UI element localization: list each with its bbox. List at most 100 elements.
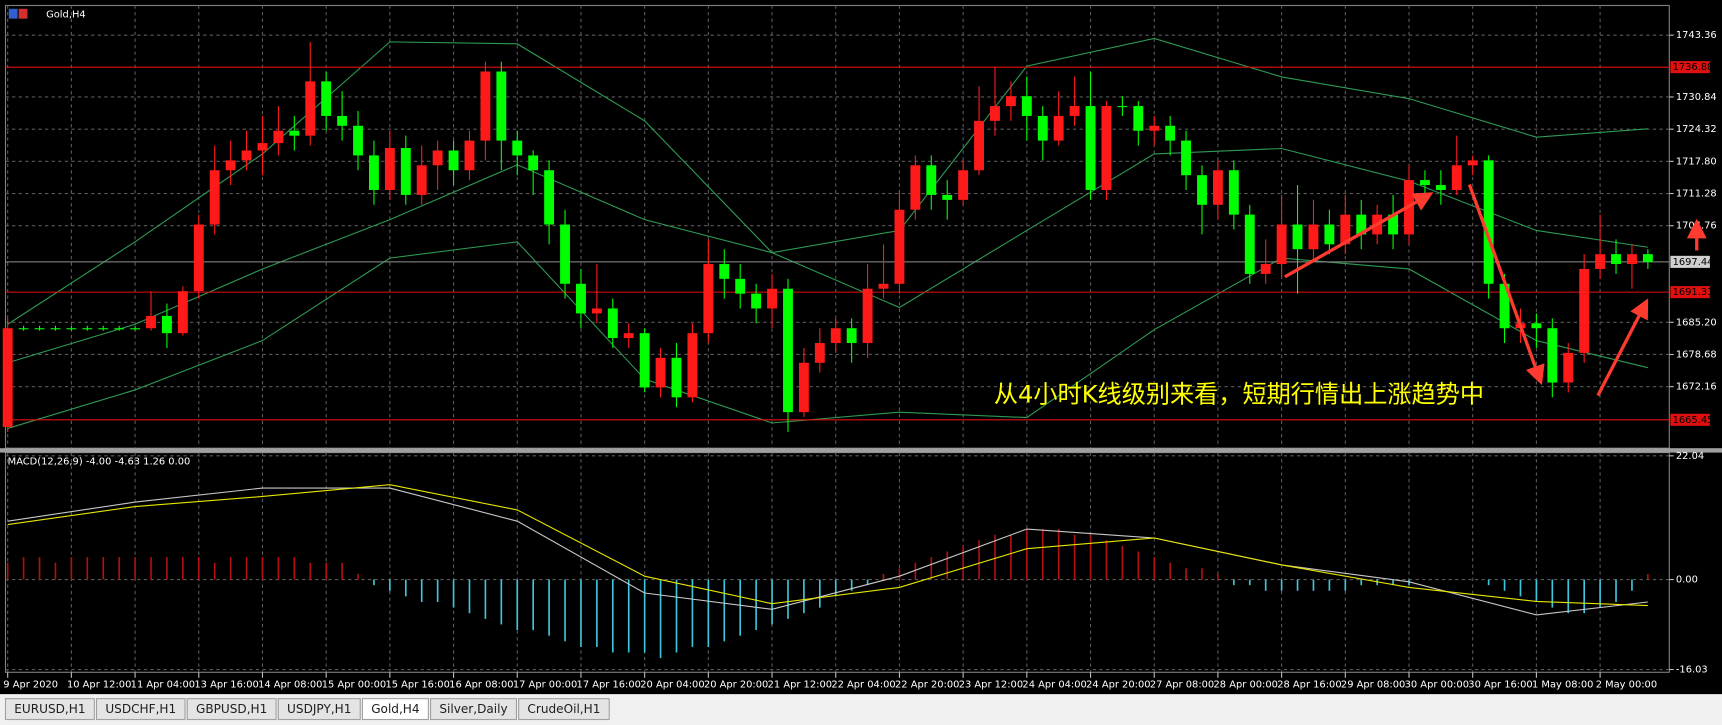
candle-body bbox=[798, 362, 809, 413]
candle-body bbox=[1356, 214, 1367, 235]
candle-body bbox=[1627, 254, 1637, 265]
candle-body bbox=[830, 328, 841, 344]
tab[interactable] bbox=[430, 698, 518, 721]
candle-body bbox=[1069, 106, 1080, 116]
candle-body bbox=[34, 328, 45, 330]
price-tag bbox=[1670, 286, 1710, 299]
level-label: 1665.45 bbox=[1673, 415, 1714, 426]
candle-body bbox=[846, 328, 857, 344]
price-tag bbox=[1670, 61, 1710, 74]
tab-label[interactable]: Silver,Daily bbox=[439, 702, 507, 716]
candle-body bbox=[544, 170, 555, 225]
candle-body bbox=[369, 155, 379, 190]
candle-body bbox=[576, 283, 586, 314]
candle-body bbox=[607, 308, 618, 339]
x-tick-label: 13 Apr 16:00 bbox=[194, 679, 258, 690]
candle-body bbox=[623, 333, 634, 339]
candle-body bbox=[942, 194, 953, 200]
candle-body bbox=[66, 328, 77, 330]
y-tick-label: 0.00 bbox=[1676, 575, 1698, 586]
candle-body bbox=[751, 293, 762, 309]
candle-body bbox=[400, 148, 411, 195]
candle-body bbox=[990, 106, 1000, 121]
arrows bbox=[1284, 183, 1707, 397]
candle-body bbox=[783, 288, 793, 413]
candle-body bbox=[273, 130, 284, 144]
background bbox=[0, 0, 1722, 695]
x-tick-label: 22 Apr 04:00 bbox=[831, 679, 895, 690]
candle-body bbox=[910, 165, 921, 210]
price-tag bbox=[1670, 255, 1710, 268]
candle-body bbox=[416, 165, 427, 195]
x-tick-label: 16 Apr 08:00 bbox=[449, 679, 513, 690]
candle-body bbox=[1212, 170, 1223, 205]
candle-body bbox=[289, 130, 300, 136]
candle-body bbox=[50, 328, 61, 330]
candle-body bbox=[225, 160, 236, 171]
x-tick-label: 23 Apr 12:00 bbox=[959, 679, 1023, 690]
candle-body bbox=[241, 150, 252, 161]
candle-body bbox=[496, 71, 507, 141]
level-label: 1691.31 bbox=[1673, 287, 1714, 298]
candle-body bbox=[305, 81, 316, 136]
candle-body bbox=[814, 343, 825, 363]
plot: 1743.361730.841724.321717.801711.281704.… bbox=[2, 5, 1717, 690]
candle-body bbox=[767, 288, 777, 309]
candle-body bbox=[1451, 165, 1462, 190]
candle-body bbox=[1021, 96, 1032, 116]
y-tick-label: 1678.68 bbox=[1676, 349, 1717, 360]
candle-body bbox=[1547, 328, 1558, 383]
tab[interactable] bbox=[518, 698, 610, 721]
tab[interactable] bbox=[361, 698, 429, 721]
x-tick-label: 29 Apr 08:00 bbox=[1341, 679, 1405, 690]
candle-body bbox=[1579, 268, 1590, 353]
x-tick-label: 2 May 00:00 bbox=[1596, 679, 1657, 690]
tab-label[interactable]: USDJPY,H1 bbox=[287, 702, 351, 716]
tab-label[interactable]: GBPUSD,H1 bbox=[196, 702, 267, 716]
tab-label[interactable]: EURUSD,H1 bbox=[14, 702, 85, 716]
x-tick-label: 1 May 08:00 bbox=[1532, 679, 1593, 690]
candle-body bbox=[432, 150, 443, 166]
chart-title: Gold,H4 bbox=[46, 9, 86, 20]
candle-body bbox=[98, 328, 109, 330]
macd-line bbox=[7, 487, 1648, 616]
candle-body bbox=[1642, 254, 1653, 262]
tab[interactable] bbox=[277, 698, 361, 721]
x-tick-label: 24 Apr 04:00 bbox=[1022, 679, 1086, 690]
x-tick-label: 17 Apr 00:00 bbox=[513, 679, 577, 690]
candle-body bbox=[1149, 125, 1160, 131]
icon bbox=[18, 8, 28, 19]
x-tick-label: 20 Apr 20:00 bbox=[704, 679, 768, 690]
candle-body bbox=[1483, 160, 1494, 284]
candle-body bbox=[639, 333, 650, 388]
candle-body bbox=[926, 165, 937, 195]
x-tick-label: 17 Apr 16:00 bbox=[577, 679, 641, 690]
tab[interactable] bbox=[4, 698, 95, 721]
macd-line bbox=[7, 484, 1648, 607]
candle-body bbox=[1388, 214, 1399, 235]
candle-body bbox=[1611, 254, 1621, 265]
tab-label[interactable]: USDCHF,H1 bbox=[105, 702, 176, 716]
candle-body bbox=[1085, 106, 1096, 190]
candle-body bbox=[1499, 283, 1510, 329]
band-line bbox=[7, 147, 1648, 364]
candle-body bbox=[321, 81, 332, 116]
candle-body bbox=[1053, 115, 1064, 141]
candle-body bbox=[958, 170, 969, 200]
candle-body bbox=[1340, 214, 1351, 245]
candle-body bbox=[1101, 106, 1112, 190]
candle-body bbox=[1244, 214, 1255, 274]
price-tag bbox=[1670, 413, 1710, 426]
candle-body bbox=[257, 143, 268, 151]
tab-label[interactable]: Gold,H4 bbox=[371, 702, 419, 716]
candle-body bbox=[687, 333, 698, 398]
candle-body bbox=[703, 264, 714, 334]
x-tick-label: 22 Apr 20:00 bbox=[895, 679, 959, 690]
tab-label[interactable]: CrudeOil,H1 bbox=[527, 702, 600, 716]
tab[interactable] bbox=[186, 698, 277, 721]
tab[interactable] bbox=[95, 698, 186, 721]
pane-splitter bbox=[0, 448, 1722, 453]
candle-body bbox=[655, 357, 666, 388]
